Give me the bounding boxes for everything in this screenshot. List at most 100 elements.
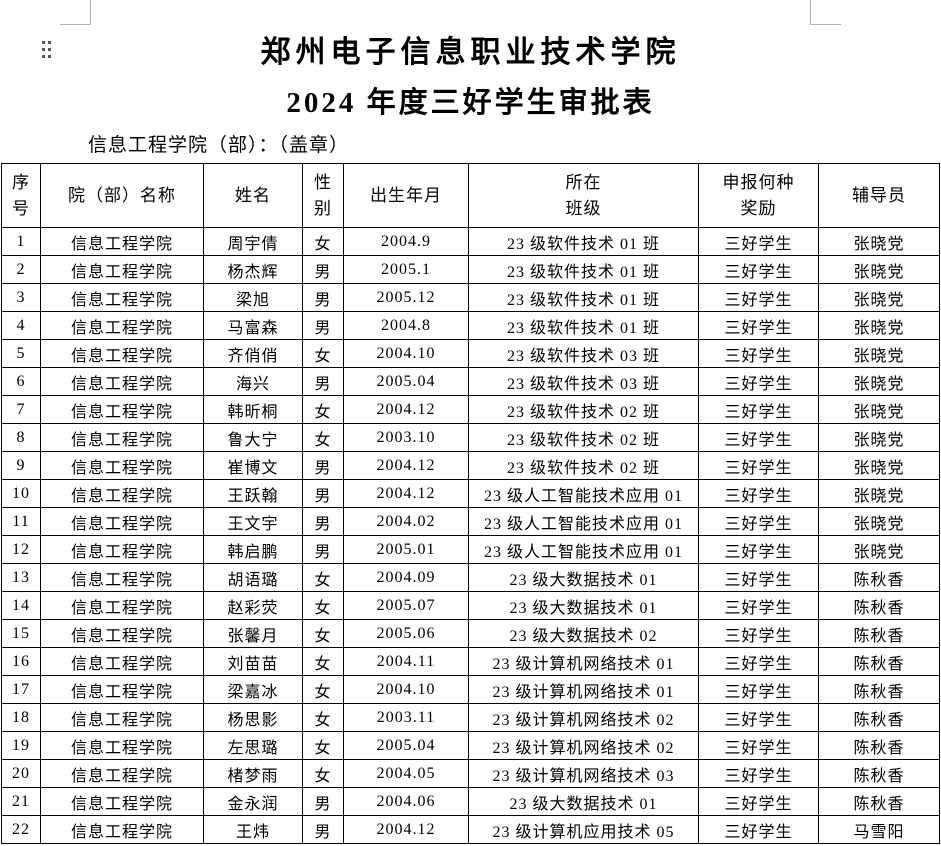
drag-handle-icon[interactable] (42, 41, 51, 58)
table-head: 序 号院（部）名称 姓名性 别出生年月 所在 班级 申报何种 奖励 辅导员 (1, 163, 940, 228)
cell-department: 信息工程学院 (40, 367, 204, 396)
cell-counselor: 陈秋香 (818, 647, 940, 676)
cell-name: 胡语璐 (203, 563, 303, 592)
cell-gender: 男 (302, 507, 344, 536)
cell-class: 23 级软件技术 01 班 (468, 283, 699, 312)
cell-department: 信息工程学院 (40, 507, 204, 536)
cell-award: 三好学生 (698, 815, 819, 844)
cell-gender: 女 (302, 759, 344, 788)
cell-department: 信息工程学院 (40, 535, 204, 564)
cell-award: 三好学生 (698, 311, 819, 340)
table-row: 18 信息工程学院 杨思影女 2003.11 23 级计算机网络技术 02 三好学生 陈秋香 (1, 703, 940, 732)
cell-birthdate: 2005.01 (343, 535, 469, 564)
cell-name: 王炜 (203, 815, 303, 844)
cell-name: 王文宇 (203, 507, 303, 536)
cell-name: 马富森 (203, 311, 303, 340)
cell-gender: 男 (302, 311, 344, 340)
cell-gender: 男 (302, 367, 344, 396)
cell-class: 23 级人工智能技术应用 01 (468, 535, 699, 564)
cell-award: 三好学生 (698, 675, 819, 704)
cell-award: 三好学生 (698, 619, 819, 648)
cell-gender: 男 (302, 815, 344, 844)
cell-award: 三好学生 (698, 227, 819, 256)
table-row: 7 信息工程学院 韩昕桐女 2004.12 23 级软件技术 02 班三好学生 张晓党 (1, 395, 940, 424)
cell-counselor: 张晓党 (818, 507, 940, 536)
cell-gender: 男 (302, 283, 344, 312)
cell-birthdate: 2005.07 (343, 591, 469, 620)
cell-birthdate: 2003.11 (343, 703, 469, 732)
table-body: 1 信息工程学院 周宇倩女 2004.9 23 级软件技术 01 班三好学生 张晓党 2 信息… (1, 227, 940, 844)
page-margin-mark-right-icon (810, 0, 841, 25)
cell-name: 金永润 (203, 787, 303, 816)
col-header-index: 序 号 (1, 163, 41, 228)
cell-counselor: 张晓党 (818, 227, 940, 256)
table-row: 3 信息工程学院 梁旭男 2005.12 23 级软件技术 01 班三好学生 张晓党 (1, 283, 940, 312)
cell-gender: 女 (302, 339, 344, 368)
cell-award: 三好学生 (698, 255, 819, 284)
cell-gender: 男 (302, 479, 344, 508)
cell-award: 三好学生 (698, 423, 819, 452)
document-title: 郑州电子信息职业技术学院 (260, 36, 681, 69)
cell-name: 张馨月 (203, 619, 303, 648)
cell-class: 23 级软件技术 03 班 (468, 339, 699, 368)
cell-name: 海兴 (203, 367, 303, 396)
table-row: 1 信息工程学院 周宇倩女 2004.9 23 级软件技术 01 班三好学生 张晓党 (1, 227, 940, 256)
cell-name: 王跃翰 (203, 479, 303, 508)
cell-index: 15 (1, 619, 41, 648)
cell-counselor: 陈秋香 (818, 787, 940, 816)
cell-gender: 女 (302, 647, 344, 676)
cell-class: 23 级软件技术 03 班 (468, 367, 699, 396)
cell-birthdate: 2004.12 (343, 395, 469, 424)
table-row: 14 信息工程学院 赵彩荧女 2005.07 23 级大数据技术 01 三好学生 陈秋香 (1, 591, 940, 620)
cell-birthdate: 2005.12 (343, 283, 469, 312)
cell-counselor: 张晓党 (818, 311, 940, 340)
cell-award: 三好学生 (698, 703, 819, 732)
cell-gender: 男 (302, 255, 344, 284)
cell-counselor: 张晓党 (818, 535, 940, 564)
table-row: 10 信息工程学院 王跃翰男 2004.12 23 级人工智能技术应用 01 三好学生 张晓… (1, 479, 940, 508)
table-row: 6 信息工程学院 海兴男 2005.04 23 级软件技术 03 班三好学生 张晓党 (1, 367, 940, 396)
table-row: 12 信息工程学院 韩启鹏男 2005.01 23 级人工智能技术应用 01 三好学生 张晓… (1, 535, 940, 564)
cell-name: 梁旭 (203, 283, 303, 312)
cell-class: 23 级软件技术 02 班 (468, 395, 699, 424)
table-header-row: 序 号院（部）名称 姓名性 别出生年月 所在 班级 申报何种 奖励 辅导员 (1, 163, 940, 228)
cell-birthdate: 2005.1 (343, 255, 469, 284)
cell-birthdate: 2004.10 (343, 675, 469, 704)
table-row: 8 信息工程学院 鲁大宁女 2003.10 23 级软件技术 02 班三好学生 张晓党 (1, 423, 940, 452)
cell-gender: 男 (302, 451, 344, 480)
cell-index: 10 (1, 479, 41, 508)
cell-index: 4 (1, 311, 41, 340)
cell-counselor: 马雪阳 (818, 815, 940, 844)
cell-award: 三好学生 (698, 535, 819, 564)
cell-class: 23 级大数据技术 02 (468, 619, 699, 648)
cell-name: 楮梦雨 (203, 759, 303, 788)
cell-name: 崔博文 (203, 451, 303, 480)
cell-department: 信息工程学院 (40, 731, 204, 760)
cell-birthdate: 2004.8 (343, 311, 469, 340)
cell-birthdate: 2004.02 (343, 507, 469, 536)
cell-counselor: 张晓党 (818, 339, 940, 368)
cell-counselor: 张晓党 (818, 423, 940, 452)
cell-gender: 女 (302, 423, 344, 452)
cell-counselor: 陈秋香 (818, 563, 940, 592)
cell-name: 赵彩荧 (203, 591, 303, 620)
cell-counselor: 张晓党 (818, 395, 940, 424)
cell-department: 信息工程学院 (40, 451, 204, 480)
table-row: 17 信息工程学院 梁嘉冰女 2004.10 23 级计算机网络技术 01 三好学生 陈秋香 (1, 675, 940, 704)
cell-class: 23 级计算机网络技术 02 (468, 703, 699, 732)
cell-class: 23 级人工智能技术应用 01 (468, 507, 699, 536)
cell-index: 18 (1, 703, 41, 732)
cell-birthdate: 2004.12 (343, 451, 469, 480)
cell-award: 三好学生 (698, 283, 819, 312)
cell-birthdate: 2004.12 (343, 479, 469, 508)
cell-counselor: 张晓党 (818, 255, 940, 284)
cell-counselor: 陈秋香 (818, 759, 940, 788)
col-header-gender: 性 别 (302, 163, 344, 228)
cell-award: 三好学生 (698, 591, 819, 620)
approval-table: 序 号院（部）名称 姓名性 别出生年月 所在 班级 申报何种 奖励 辅导员 1 信息工程学… (1, 163, 940, 844)
cell-name: 梁嘉冰 (203, 675, 303, 704)
cell-award: 三好学生 (698, 731, 819, 760)
cell-department: 信息工程学院 (40, 647, 204, 676)
cell-index: 16 (1, 647, 41, 676)
cell-birthdate: 2004.06 (343, 787, 469, 816)
